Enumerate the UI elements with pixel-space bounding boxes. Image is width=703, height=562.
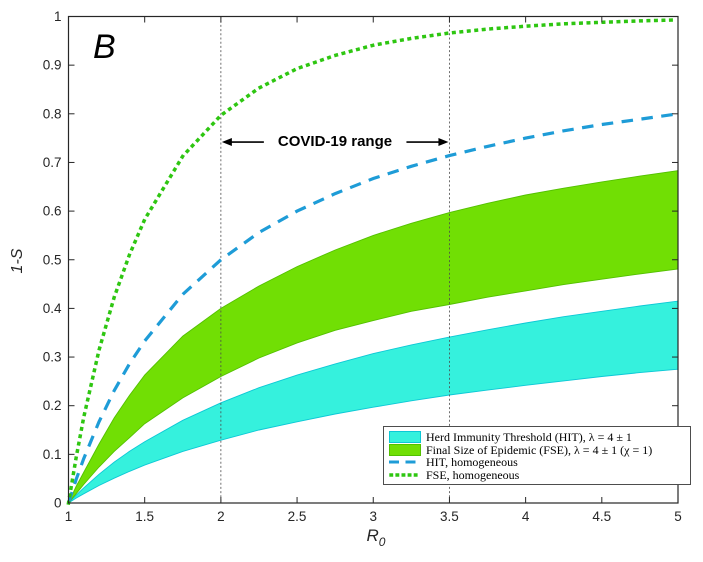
svg-text:5: 5 xyxy=(674,509,682,524)
svg-text:0.2: 0.2 xyxy=(43,398,62,413)
x-axis-label-subscript: 0 xyxy=(378,535,386,549)
legend-item-hit-band: Herd Immunity Threshold (HIT), λ = 4 ± 1 xyxy=(389,431,685,444)
legend-box: Herd Immunity Threshold (HIT), λ = 4 ± 1… xyxy=(383,426,691,485)
svg-text:1: 1 xyxy=(54,9,62,24)
svg-text:0.3: 0.3 xyxy=(43,350,62,365)
legend-item-hit-homogeneous: HIT, homogeneous xyxy=(389,456,685,469)
hit-band-swatch-icon xyxy=(389,431,421,444)
svg-text:1: 1 xyxy=(65,509,73,524)
svg-text:0.5: 0.5 xyxy=(43,252,62,267)
svg-text:2.5: 2.5 xyxy=(288,509,307,524)
svg-text:0.9: 0.9 xyxy=(43,58,62,73)
legend-label: FSE, homogeneous xyxy=(426,467,520,482)
svg-text:3: 3 xyxy=(369,509,377,524)
svg-text:1.5: 1.5 xyxy=(135,509,154,524)
svg-text:3.5: 3.5 xyxy=(440,509,459,524)
x-axis-label: R0 xyxy=(338,526,414,549)
covid-range-annotation: COVID-19 range xyxy=(277,133,393,150)
legend-item-fse-homogeneous: FSE, homogeneous xyxy=(389,469,685,482)
legend-label: HIT, homogeneous xyxy=(426,455,518,470)
dashed-line-sample-icon xyxy=(389,456,421,468)
svg-text:0.8: 0.8 xyxy=(43,106,62,121)
svg-text:0.7: 0.7 xyxy=(43,155,62,170)
svg-text:4.5: 4.5 xyxy=(592,509,611,524)
y-axis-label: 1-S xyxy=(9,248,26,274)
x-axis-label-base: R xyxy=(366,526,379,545)
panel-label: B xyxy=(93,28,117,66)
svg-text:0.6: 0.6 xyxy=(43,204,62,219)
svg-text:4: 4 xyxy=(522,509,530,524)
svg-text:0: 0 xyxy=(54,496,62,511)
svg-text:0.4: 0.4 xyxy=(43,301,62,316)
dotted-line-sample-icon xyxy=(389,469,421,481)
fse-band-swatch-icon xyxy=(389,443,421,456)
legend-label: Final Size of Epidemic (FSE), λ = 4 ± 1 … xyxy=(426,442,653,457)
legend-item-fse-band: Final Size of Epidemic (FSE), λ = 4 ± 1 … xyxy=(389,442,685,457)
svg-text:2: 2 xyxy=(217,509,225,524)
legend-label: Herd Immunity Threshold (HIT), λ = 4 ± 1 xyxy=(426,430,632,445)
svg-text:0.1: 0.1 xyxy=(43,447,62,462)
